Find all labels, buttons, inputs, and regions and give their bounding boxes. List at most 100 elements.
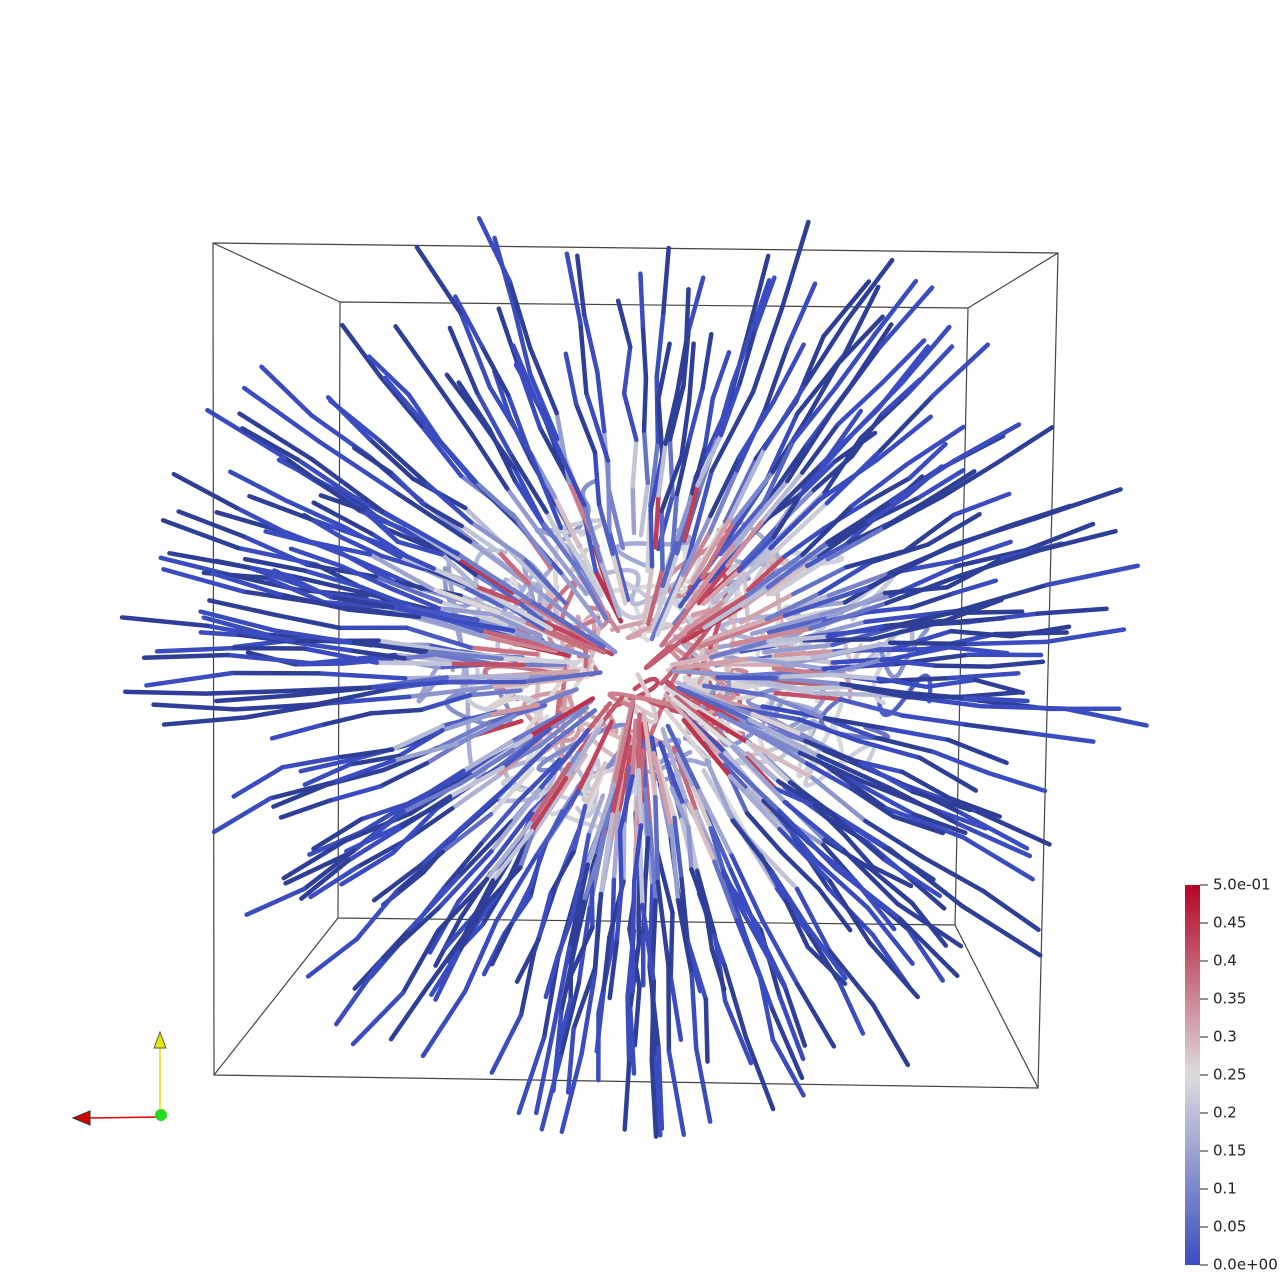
streamline	[779, 672, 833, 680]
streamline	[826, 590, 888, 620]
streamline	[825, 657, 884, 677]
streamline	[575, 253, 587, 317]
streamline	[734, 917, 763, 981]
streamline	[722, 963, 749, 1041]
streamline	[743, 1035, 776, 1112]
streamline	[214, 693, 296, 704]
streamline	[730, 744, 788, 805]
streamline	[753, 275, 777, 332]
streamline	[770, 556, 830, 597]
streamline	[621, 344, 633, 396]
streamline	[563, 351, 579, 407]
streamline	[600, 935, 612, 997]
streamline	[761, 443, 809, 509]
streamline	[533, 397, 563, 455]
streamline	[415, 606, 480, 623]
streamline	[536, 891, 553, 942]
streamline	[656, 1045, 665, 1131]
orientation-axes	[71, 1030, 167, 1126]
streamline	[925, 511, 982, 547]
streamline	[558, 570, 604, 628]
streamline	[396, 728, 445, 759]
streamline	[668, 974, 684, 1042]
streamline	[330, 545, 396, 584]
streamline	[592, 450, 602, 507]
streamline	[277, 592, 351, 612]
streamline	[461, 784, 510, 829]
streamline	[567, 862, 591, 950]
streamline	[975, 809, 1052, 847]
streamline	[556, 997, 573, 1050]
streamline	[689, 866, 708, 911]
streamline-loop	[744, 553, 793, 600]
streamline	[379, 905, 441, 964]
streamline	[674, 491, 695, 542]
streamline	[648, 452, 665, 513]
streamline	[450, 774, 501, 811]
streamline	[316, 438, 397, 494]
streamline	[966, 639, 1049, 647]
streamline	[548, 849, 576, 896]
streamline	[557, 450, 587, 508]
streamline	[605, 458, 612, 534]
streamline	[686, 593, 750, 635]
streamline	[668, 823, 681, 903]
streamline	[390, 806, 439, 855]
streamline	[715, 381, 735, 439]
streamline	[211, 796, 273, 835]
streamline	[450, 617, 516, 633]
streamline	[487, 384, 534, 457]
streamline	[368, 707, 424, 716]
streamline	[733, 705, 802, 722]
streamline	[766, 634, 830, 644]
streamline	[951, 578, 999, 596]
streamline	[718, 752, 782, 813]
streamline	[948, 628, 1013, 639]
streamline	[552, 494, 582, 550]
streamline	[418, 692, 473, 713]
streamline	[782, 525, 827, 559]
streamline	[1035, 528, 1118, 553]
streamline	[685, 938, 709, 1002]
streamline	[864, 475, 912, 505]
streamline	[790, 386, 838, 444]
streamline	[489, 1012, 524, 1075]
streamline	[760, 704, 824, 720]
streamline	[458, 747, 516, 786]
streamline	[436, 606, 495, 617]
streamline	[240, 426, 300, 462]
streamline	[679, 398, 692, 460]
streamline	[878, 393, 935, 453]
streamline	[630, 437, 639, 489]
streamline	[887, 640, 971, 647]
streamline	[484, 635, 558, 654]
streamline	[771, 342, 806, 405]
streamline	[904, 873, 947, 911]
box-edge	[954, 924, 1039, 1089]
streamline	[459, 523, 501, 554]
streamline	[797, 750, 863, 783]
streamline	[649, 1057, 659, 1139]
streamline	[205, 407, 288, 460]
streamline	[874, 735, 936, 755]
streamline	[338, 563, 392, 591]
streamline	[641, 710, 658, 800]
streamline	[651, 550, 680, 630]
streamline	[559, 1051, 584, 1135]
colorbar-label: 0.0e+00	[1213, 1256, 1278, 1274]
streamline	[468, 645, 540, 657]
streamline	[447, 661, 526, 668]
streamline	[630, 484, 637, 536]
streamline	[435, 876, 490, 934]
streamline	[210, 571, 283, 597]
streamline	[379, 553, 426, 572]
streamline	[766, 615, 831, 635]
streamline	[835, 380, 885, 427]
streamline	[328, 398, 381, 443]
streamline	[313, 685, 398, 707]
streamline	[487, 703, 548, 725]
streamline	[684, 287, 691, 344]
streamline	[493, 809, 534, 860]
streamline	[731, 469, 775, 525]
streamline	[933, 663, 992, 669]
